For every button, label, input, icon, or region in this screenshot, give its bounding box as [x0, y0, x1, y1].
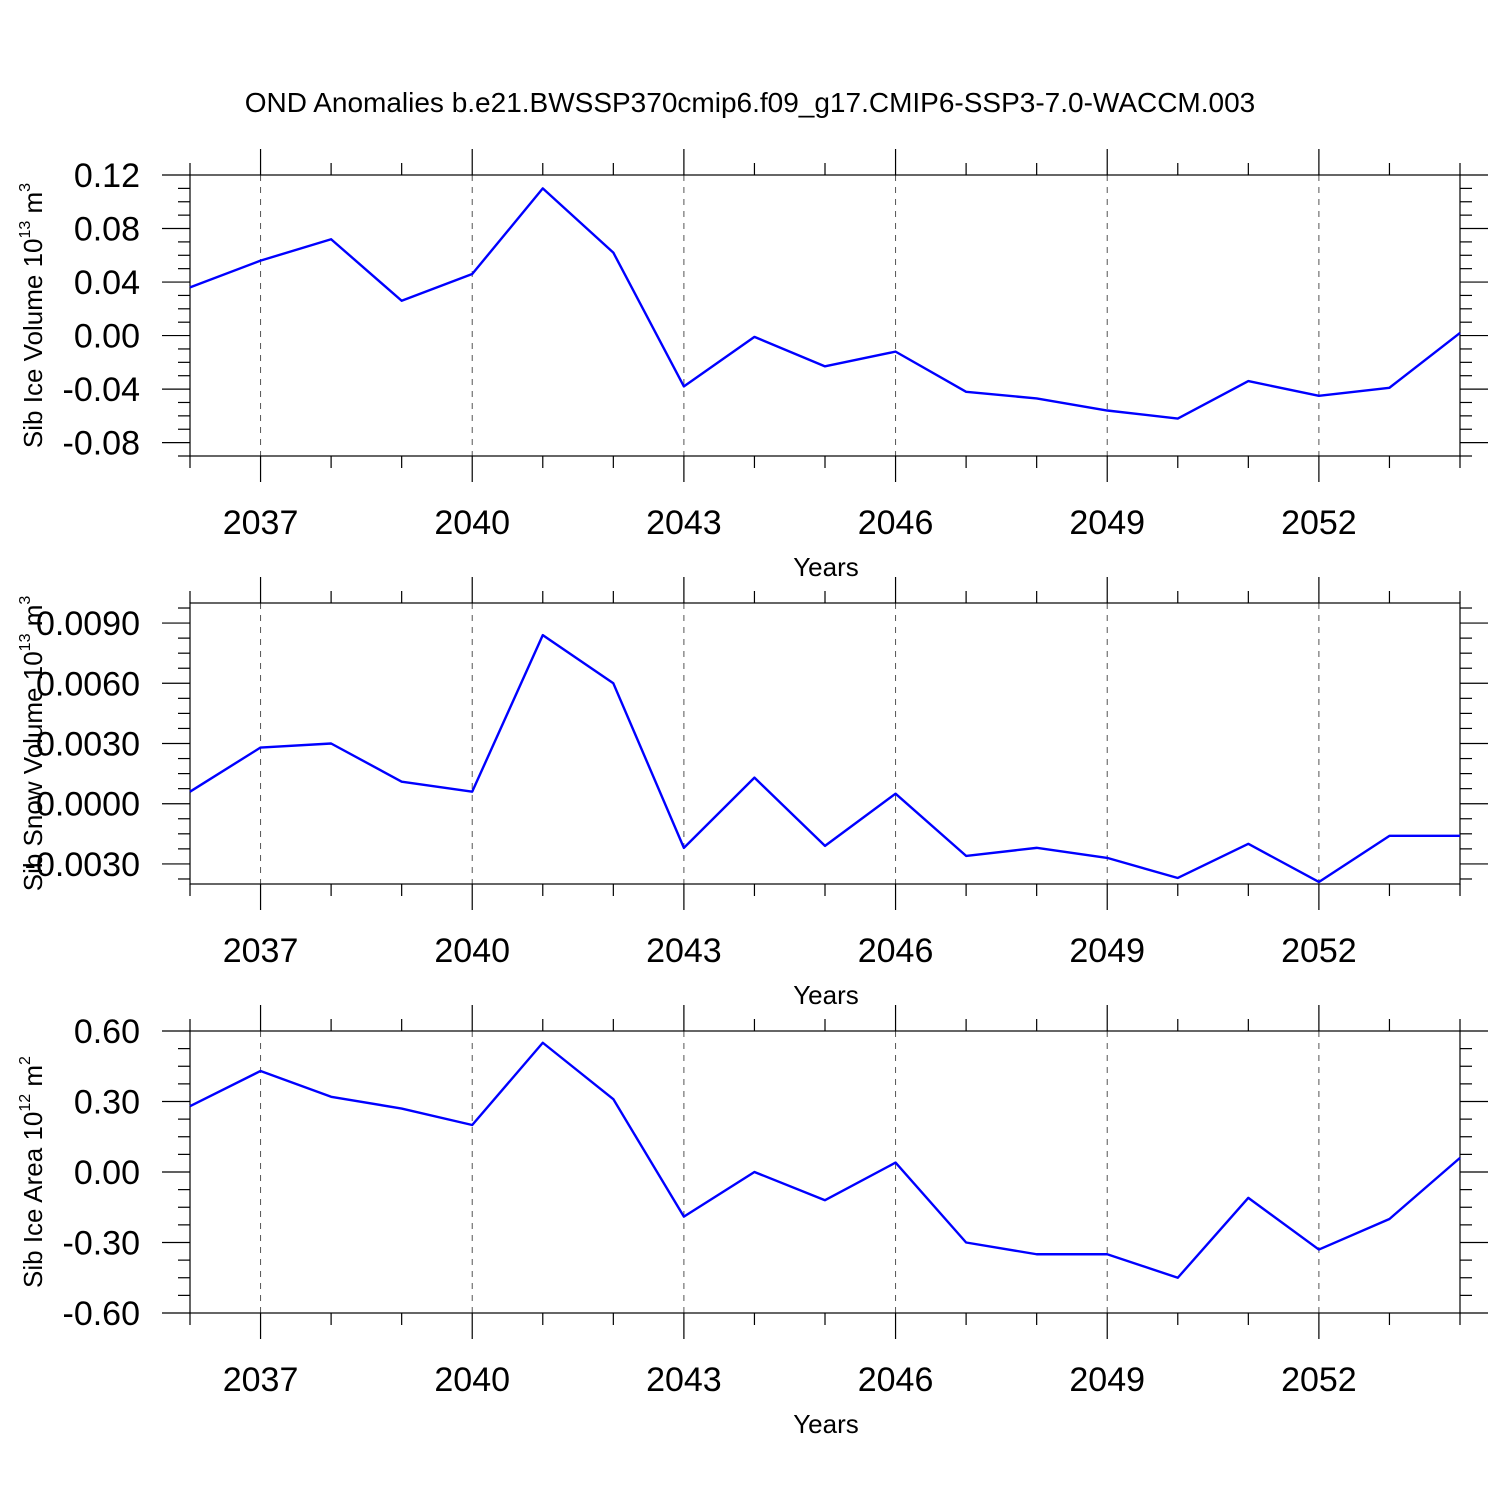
- x-tick-label: 2043: [646, 1361, 722, 1399]
- x-tick-label: 2040: [434, 1361, 510, 1399]
- y-tick-label: -0.04: [63, 371, 141, 409]
- x-tick-label: 2043: [646, 504, 722, 542]
- y-tick-label: 0.0000: [36, 786, 140, 824]
- x-tick-label: 2046: [858, 1361, 934, 1399]
- y-tick-label: 0.00: [74, 1154, 140, 1192]
- y-tick-label: 0.0030: [36, 726, 140, 764]
- x-tick-label: 2049: [1069, 932, 1145, 970]
- x-axis-title: Years: [793, 552, 859, 582]
- x-tick-label: 2052: [1281, 1361, 1357, 1399]
- x-tick-label: 2040: [434, 932, 510, 970]
- y-tick-label: 0.30: [74, 1084, 140, 1122]
- y-tick-label: 0.0090: [36, 605, 140, 643]
- series-line: [189, 187, 1461, 420]
- x-tick-label: 2043: [646, 932, 722, 970]
- x-tick-label: 2040: [434, 504, 510, 542]
- y-axis-title: Sib Ice Area 1012 m2: [17, 1056, 48, 1288]
- y-tick-label: -0.0030: [25, 846, 140, 884]
- x-axis-title: Years: [793, 1409, 859, 1439]
- x-tick-label: 2037: [223, 932, 299, 970]
- y-tick-label: 0.08: [74, 211, 140, 249]
- x-tick-label: 2049: [1069, 504, 1145, 542]
- y-tick-label: 0.00: [74, 318, 140, 356]
- x-tick-label: 2046: [858, 504, 934, 542]
- panel-3: 0.60 0.30 0.00 -0.30 -0.60 2037 2040 2043 2046 20…: [17, 1005, 1488, 1439]
- figure-title: OND Anomalies b.e21.BWSSP370cmip6.f09_g1…: [245, 87, 1256, 118]
- series-line: [189, 1041, 1461, 1279]
- x-tick-label: 2037: [223, 1361, 299, 1399]
- x-tick-label: 2052: [1281, 504, 1357, 542]
- plot-frame: [189, 602, 1461, 885]
- panels: 0.12 0.08 0.04 0.00 -0.04 -0.08 2037 2040 2043 20…: [17, 149, 1488, 1439]
- plot-frame: [189, 174, 1461, 457]
- x-tick-label: 2049: [1069, 1361, 1145, 1399]
- y-tick-label: 0.60: [74, 1013, 140, 1051]
- panel-2: 0.0090 0.0060 0.0030 0.0000 -0.0030 2037 2040 2…: [17, 577, 1488, 1010]
- y-tick-label: -0.60: [63, 1295, 141, 1333]
- y-tick-label: 0.04: [74, 264, 140, 302]
- y-tick-label: 0.12: [74, 157, 140, 195]
- y-axis-title: Sib Snow Volume 1013 m3: [17, 596, 48, 892]
- y-tick-label: -0.30: [63, 1225, 141, 1263]
- series-line: [189, 633, 1460, 884]
- panel-1: 0.12 0.08 0.04 0.00 -0.04 -0.08 2037 2040 2043 20…: [17, 149, 1488, 582]
- y-axis-title: Sib Ice Volume 1013 m3: [17, 183, 48, 448]
- y-tick-label: 0.0060: [36, 665, 140, 703]
- x-tick-label: 2052: [1281, 932, 1357, 970]
- x-tick-label: 2037: [223, 504, 299, 542]
- plot-frame: [189, 1030, 1461, 1314]
- x-tick-label: 2046: [858, 932, 934, 970]
- y-tick-label: -0.08: [63, 425, 141, 463]
- x-axis-title: Years: [793, 980, 859, 1010]
